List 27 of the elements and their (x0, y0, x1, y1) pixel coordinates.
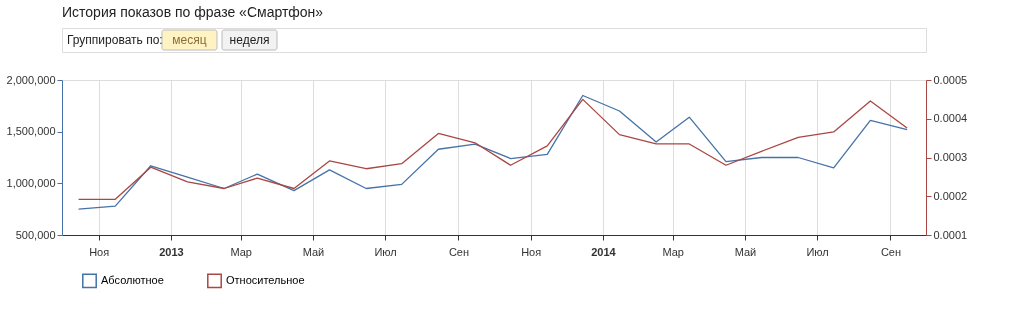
x-tick-label: Ноя (521, 245, 542, 258)
y-tick-label: 500,000 (15, 228, 56, 241)
text: Группировать по: (67, 33, 163, 47)
y2-tick-label: 0.0002 (933, 189, 968, 202)
x-tick-label: Май (734, 245, 757, 258)
x-tick-label: Мар (662, 245, 684, 258)
x-tick-label: Ноя (89, 245, 110, 258)
chart-title: История показов по фразе «Смартфон» (62, 4, 324, 20)
y2-tick-label: 0.0004 (933, 112, 968, 125)
y-tick-label: 1,500,000 (6, 125, 56, 138)
x-tick-label: Сен (448, 245, 470, 258)
x-tick-label: Июл (806, 245, 829, 258)
x-tick-label: 2014 (591, 245, 617, 258)
y2-tick-label: 0.0003 (933, 151, 968, 163)
y2-tick-label: 0.0005 (933, 73, 968, 86)
legend-label: Абсолютное (101, 273, 164, 286)
y2-tick-label: 0.0001 (933, 228, 968, 241)
x-tick-label: Июл (374, 245, 397, 258)
x-tick-label: Мар (230, 245, 252, 258)
x-tick-label: Сен (880, 245, 902, 258)
legend-label: Относительное (226, 273, 305, 286)
text: месяц (172, 33, 207, 47)
y-tick-label: 1,000,000 (6, 176, 56, 189)
x-tick-label: 2013 (159, 245, 184, 258)
text: неделя (229, 33, 270, 47)
x-tick-label: Май (302, 245, 325, 258)
y-tick-label: 2,000,000 (6, 73, 56, 86)
